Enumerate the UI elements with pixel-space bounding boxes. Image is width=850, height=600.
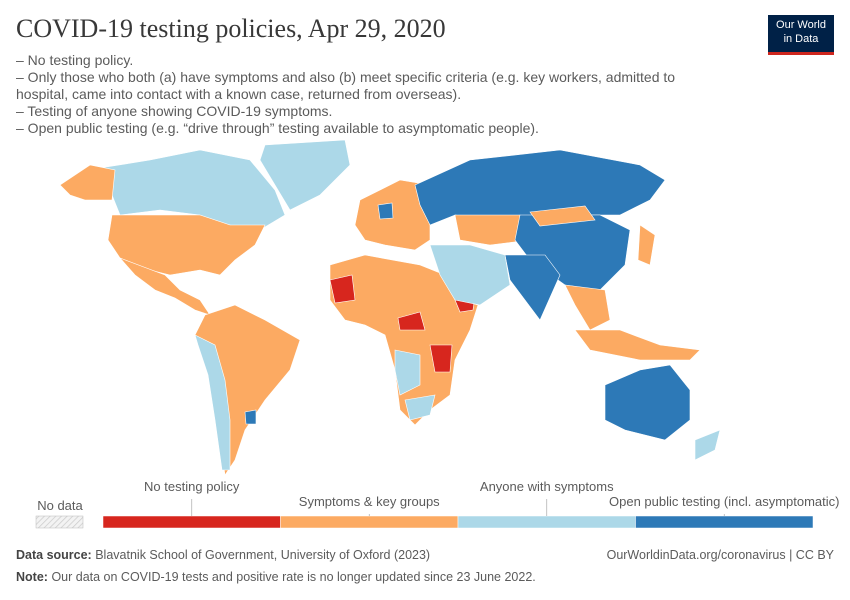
country[interactable] <box>429 344 453 373</box>
country[interactable] <box>259 139 351 211</box>
country[interactable] <box>504 254 561 321</box>
country[interactable] <box>59 164 116 201</box>
note: Note: Our data on COVID-19 tests and pos… <box>16 570 536 584</box>
country[interactable] <box>194 334 231 471</box>
logo-text[interactable]: Our World in Data <box>776 19 826 45</box>
country[interactable] <box>604 364 691 441</box>
legend-swatch <box>280 515 459 529</box>
legend-swatch <box>102 515 281 529</box>
source-label: Data source: <box>16 548 92 562</box>
map-area: No data No testing policy Symptoms & key … <box>35 139 839 529</box>
source: Data source: Blavatnik School of Governm… <box>16 548 430 562</box>
country[interactable] <box>404 394 436 421</box>
subtitle-line: – Open public testing (e.g. “drive throu… <box>16 120 539 136</box>
legend-label: Symptoms & key groups <box>299 494 440 509</box>
country[interactable] <box>329 274 356 304</box>
link[interactable]: OurWorldinData.org/coronavirus | CC BY <box>606 548 834 562</box>
country[interactable] <box>377 202 394 220</box>
country[interactable] <box>119 257 211 316</box>
note-text: Our data on COVID-19 tests and positive … <box>51 570 536 584</box>
country[interactable] <box>564 284 611 331</box>
source-text: Blavatnik School of Government, Universi… <box>95 548 431 562</box>
country[interactable] <box>529 205 596 227</box>
country[interactable] <box>414 149 666 226</box>
no-data-swatch <box>35 515 84 529</box>
country[interactable] <box>454 214 531 246</box>
world-map <box>59 139 721 476</box>
logo[interactable]: Our World in Data <box>768 15 834 55</box>
subtitle-line: – No testing policy. <box>16 52 134 68</box>
country[interactable] <box>394 349 421 396</box>
legend-label: Anyone with symptoms <box>480 479 614 494</box>
country[interactable] <box>637 224 656 266</box>
legend-label: No testing policy <box>144 479 240 494</box>
subtitle: – No testing policy. – Only those who bo… <box>16 52 726 137</box>
legend-swatch <box>635 515 814 529</box>
country[interactable] <box>244 409 257 425</box>
note-label: Note: <box>16 570 48 584</box>
legend-label: No data <box>37 498 83 513</box>
country[interactable] <box>694 429 721 461</box>
country[interactable] <box>397 311 426 331</box>
subtitle-line: – Only those who both (a) have symptoms … <box>16 69 676 102</box>
country[interactable] <box>574 329 701 361</box>
country[interactable] <box>429 244 511 306</box>
title: COVID-19 testing policies, Apr 29, 2020 <box>16 14 446 43</box>
legend-swatch <box>457 515 636 529</box>
subtitle-line: – Testing of anyone showing COVID-19 sym… <box>16 103 333 119</box>
legend-label: Open public testing (incl. asymptomatic) <box>609 494 839 509</box>
legend: No testing policy Symptoms & key groups An… <box>102 479 839 529</box>
